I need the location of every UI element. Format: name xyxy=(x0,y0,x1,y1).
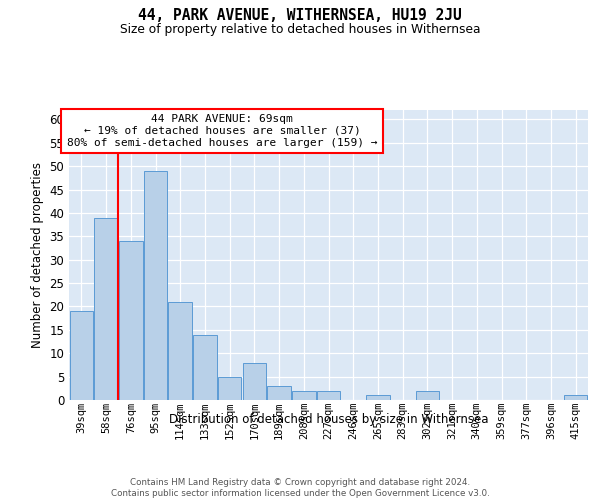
Text: Contains HM Land Registry data © Crown copyright and database right 2024.
Contai: Contains HM Land Registry data © Crown c… xyxy=(110,478,490,498)
Bar xyxy=(268,386,291,400)
Bar xyxy=(242,362,266,400)
Bar xyxy=(218,376,241,400)
Bar xyxy=(292,390,316,400)
Bar xyxy=(144,171,167,400)
Bar xyxy=(564,396,587,400)
Bar xyxy=(119,241,143,400)
Text: Size of property relative to detached houses in Withernsea: Size of property relative to detached ho… xyxy=(120,22,480,36)
Bar xyxy=(70,311,93,400)
Bar xyxy=(94,218,118,400)
Bar xyxy=(416,390,439,400)
Text: Distribution of detached houses by size in Withernsea: Distribution of detached houses by size … xyxy=(169,412,488,426)
Bar xyxy=(193,334,217,400)
Y-axis label: Number of detached properties: Number of detached properties xyxy=(31,162,44,348)
Bar xyxy=(366,396,389,400)
Text: 44, PARK AVENUE, WITHERNSEA, HU19 2JU: 44, PARK AVENUE, WITHERNSEA, HU19 2JU xyxy=(138,8,462,22)
Bar xyxy=(169,302,192,400)
Bar xyxy=(317,390,340,400)
Text: 44 PARK AVENUE: 69sqm
← 19% of detached houses are smaller (37)
80% of semi-deta: 44 PARK AVENUE: 69sqm ← 19% of detached … xyxy=(67,114,377,148)
